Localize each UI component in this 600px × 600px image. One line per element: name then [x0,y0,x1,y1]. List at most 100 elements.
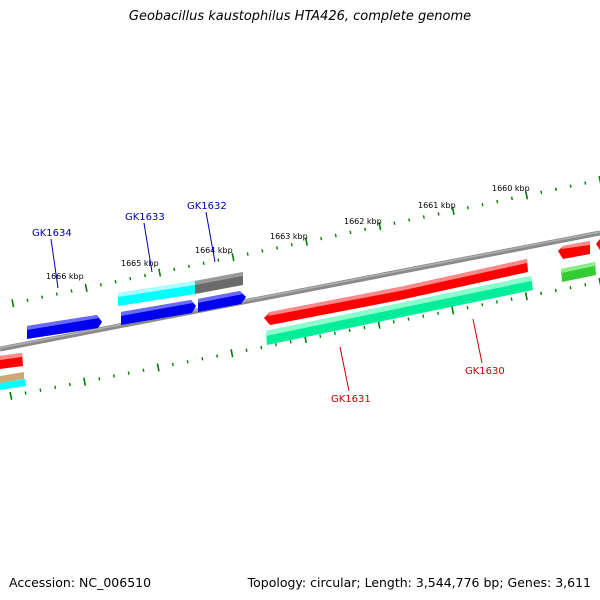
genome-summary-text: Topology: circular; Length: 3,544,776 bp… [247,575,591,590]
inner-track-tick [319,334,322,338]
outer-track-tick [11,299,15,308]
leader-line-gk1634 [50,238,59,289]
outer-track-tick [261,249,264,253]
gene-gk1633-forward[interactable] [118,281,195,306]
inner-track-tick [54,385,57,390]
kbp-label-1666: 1666 kbp [46,272,84,281]
outer-track-tick [393,221,396,225]
inner-track-tick [201,357,204,361]
gene-gk1632-forward[interactable] [195,272,243,294]
inner-track-tick [216,354,219,358]
leader-line-gk1630 [472,318,483,364]
kbp-label-1663: 1663 kbp [270,232,308,241]
outer-track-tick [584,181,587,185]
outer-track-tick [99,283,102,287]
inner-track-tick [245,348,248,353]
inner-track-tick [584,283,587,287]
inner-track-tick [9,391,13,400]
inner-track-tick [495,300,498,304]
gene-label-gk1632: GK1632 [187,201,227,212]
inner-track-tick [437,311,439,316]
outer-track-tick [540,190,543,195]
inner-track-tick [598,277,600,286]
map-title: Geobacillus kaustophilus HTA426, complet… [128,9,472,24]
outer-track-tick [437,212,440,216]
inner-track-tick [83,377,87,386]
inner-track-tick [127,371,130,375]
inner-tick-track [9,277,600,400]
gene-red-arrow-right-edge[interactable] [558,239,600,259]
outer-track-tick [41,295,44,299]
outer-track-tick [349,230,352,235]
inner-track-tick [24,391,27,395]
gene-blue-arrow-1[interactable] [27,315,102,339]
gene-blue-arrow-2[interactable] [121,300,196,325]
outer-track-tick [217,258,220,262]
kbp-label-1664: 1664 kbp [195,246,233,255]
outer-track-tick [143,273,146,278]
outer-track-tick [408,218,411,222]
outer-track-tick [451,206,455,215]
inner-track-tick [113,374,115,378]
outer-track-tick [158,268,162,277]
gene-label-gk1630: GK1630 [465,366,505,377]
gene-left-edge-stack[interactable] [0,372,26,390]
gene-blue-arrow-3[interactable] [198,291,246,312]
gene-gk1630-reverse[interactable] [400,259,528,300]
outer-tick-track [11,175,600,308]
gene-label-gk1634: GK1634 [32,228,72,239]
leader-line-gk1631 [339,346,350,392]
outer-track-tick [510,196,513,201]
outer-track-tick [554,187,557,191]
outer-track-tick [26,298,29,302]
inner-track-tick [142,368,145,372]
outer-track-tick [246,252,249,256]
outer-track-tick [173,267,176,272]
kbp-label-1660: 1660 kbp [492,184,530,193]
gene-green-feature-right[interactable] [561,262,596,282]
outer-track-tick [187,264,190,269]
inner-track-tick [39,388,42,392]
kbp-label-1661: 1661 kbp [418,201,456,210]
outer-track-tick [276,246,279,250]
outer-track-tick [114,280,117,284]
inner-track-tick [260,345,263,350]
outer-track-tick [481,202,484,207]
inner-track-tick [554,288,557,293]
leader-line-gk1633 [143,222,153,273]
inner-track-tick [407,317,410,321]
outer-track-tick [466,206,469,210]
outer-track-tick [231,253,235,262]
outer-track-tick [129,276,132,281]
genome-backbone [0,230,600,352]
gene-label-gk1631: GK1631 [331,394,371,405]
inner-track-tick [333,331,336,335]
kbp-label-1665: 1665 kbp [121,259,159,268]
gene-gk1631-reverse[interactable] [264,287,400,325]
outer-track-tick [84,283,88,292]
inner-track-tick [171,362,174,367]
inner-track-tick [392,320,395,324]
inner-track-tick [466,305,469,310]
outer-track-tick [202,261,205,265]
inner-track-tick [524,292,528,301]
inner-track-tick [422,314,425,318]
inner-track-tick [348,328,351,333]
inner-track-tick [540,291,543,296]
inner-track-tick [275,342,277,347]
leader-line-gk1632 [205,211,216,263]
outer-track-tick [55,292,58,296]
inner-track-tick [481,303,484,307]
inner-track-tick [230,349,234,358]
inner-track-tick [186,360,189,364]
gene-red-left-edge[interactable] [0,353,23,369]
outer-track-tick [496,199,499,204]
outer-track-tick [70,289,73,293]
gene-teal-feature[interactable] [266,276,533,345]
outer-track-tick [525,191,529,200]
outer-track-tick [334,233,337,238]
inner-track-tick [156,363,160,372]
outer-track-tick [569,184,572,188]
inner-track-tick [569,285,572,290]
